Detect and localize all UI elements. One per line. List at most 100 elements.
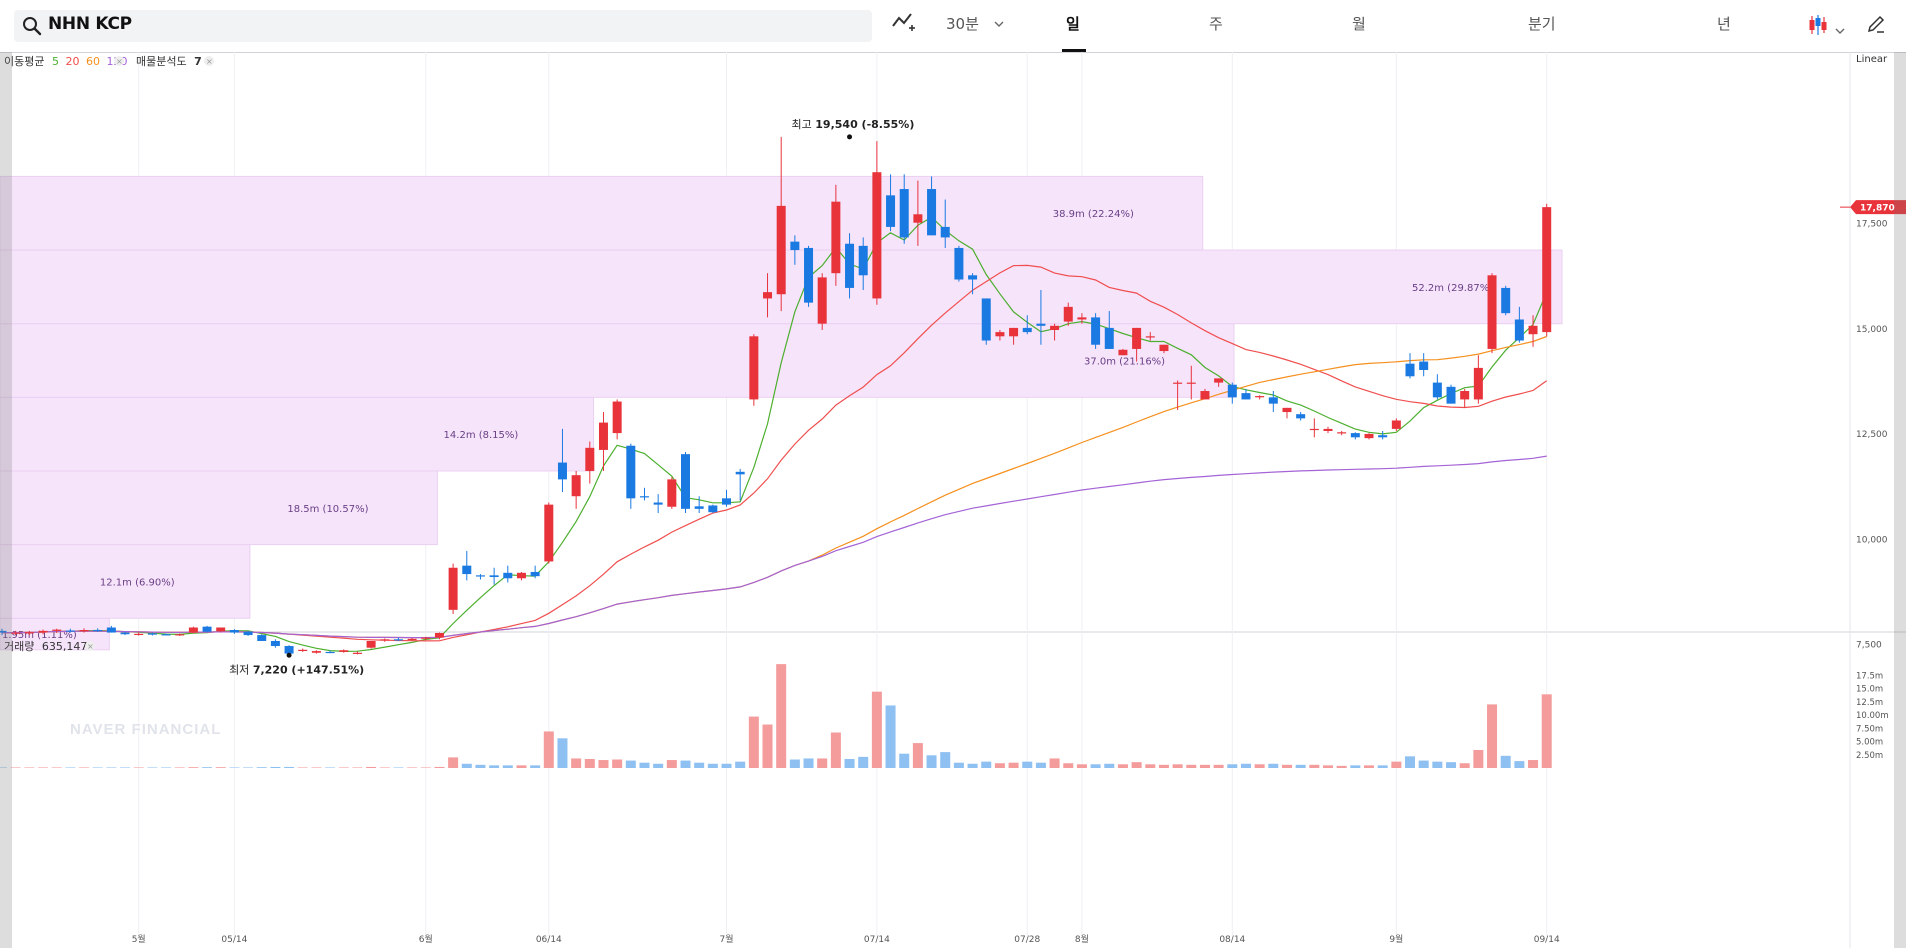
candle-body (93, 630, 103, 632)
candle-body (393, 639, 403, 641)
candle-body (106, 627, 116, 633)
x-tick-label: 06/14 (536, 935, 562, 945)
tab-quarter[interactable]: 분기 (1528, 15, 1556, 33)
volume-tick-label: 10.00m (1856, 711, 1889, 721)
volume-bar (776, 664, 787, 768)
volume-profile-bar (0, 323, 1235, 398)
candle-body (872, 172, 882, 299)
high-marker (847, 134, 853, 140)
volume-bar (1473, 749, 1484, 768)
volume-bar (885, 705, 896, 768)
low-annotation: 최저 7,220 (+147.51%) (229, 663, 364, 676)
volume-bar (1541, 694, 1552, 768)
candle-body (1514, 319, 1524, 341)
volume-bar (612, 759, 623, 768)
interval-dropdown[interactable]: 30분 (946, 13, 1004, 34)
candle-body (776, 205, 786, 295)
volume-bar (133, 767, 144, 768)
candle-body (667, 479, 677, 507)
candle-body (298, 649, 308, 652)
search-input[interactable]: NHN KCP (14, 10, 872, 42)
x-tick-label: 09/14 (1534, 935, 1560, 945)
volume-bar (1446, 762, 1457, 768)
volume-bar (1090, 764, 1101, 768)
candle-body (1022, 327, 1032, 333)
candle-body (1241, 393, 1251, 400)
candle-body (0, 630, 7, 633)
legend-moving-average[interactable]: 이동평균 5 20 60 120 × (4, 55, 127, 68)
volume-bar (994, 763, 1005, 768)
volume-bar (393, 767, 404, 768)
candlesticks (0, 136, 1552, 656)
volume-bar (407, 767, 418, 768)
volume-profile-label: 52.2m (29.87%) (1412, 283, 1493, 294)
volume-bar (92, 767, 103, 768)
ma5-line (2, 216, 1548, 653)
x-tick-label: 05/14 (221, 935, 247, 945)
candle-body (147, 633, 157, 635)
frame-edge-left (0, 52, 12, 948)
candle-body (817, 277, 827, 324)
candle-body (325, 651, 335, 654)
volume-tick-label: 2.50m (1856, 751, 1883, 761)
candle-body (1487, 275, 1497, 349)
volume-bar (653, 763, 664, 768)
volume-bar (1500, 755, 1511, 768)
candle-body (598, 422, 608, 450)
candle-body (1528, 325, 1538, 335)
volume-profile-label: 18.5m (10.57%) (287, 504, 368, 515)
volume-bar (817, 758, 828, 768)
volume-bar (0, 767, 7, 768)
search-icon (23, 17, 42, 36)
drawing-tool-icon[interactable] (890, 8, 916, 34)
candle-body (1118, 349, 1128, 356)
volume-bar (1418, 760, 1429, 768)
tab-year[interactable]: 년 (1717, 15, 1731, 33)
volume-bar (1008, 762, 1019, 768)
close-icon[interactable] (114, 56, 124, 66)
volume-bar (106, 767, 117, 768)
chart-area[interactable]: 1.95m (1.11%) 12.1m (6.90%) 18.5m (10.57%)… (0, 52, 1906, 948)
volume-profile-bar (0, 175, 1204, 251)
volume-bar (1076, 764, 1087, 768)
candle-body (722, 498, 732, 505)
candle-body (981, 298, 991, 341)
candle-body (790, 241, 800, 251)
volume-bar (598, 760, 609, 768)
volume-bar (1268, 763, 1279, 768)
tab-day[interactable]: 일 (1066, 15, 1080, 33)
candle-body (462, 565, 472, 575)
price-tick-label: 17,500 (1856, 220, 1888, 230)
volume-tick-label: 7.50m (1856, 724, 1883, 734)
ma60-value: 60 (86, 55, 100, 68)
candle-body (79, 630, 89, 632)
tab-month[interactable]: 월 (1352, 15, 1366, 33)
candle-body (1186, 382, 1196, 384)
legend-volume[interactable]: 거래량 635,147 × (4, 640, 95, 653)
volume-bar (940, 752, 951, 768)
close-icon[interactable] (204, 56, 214, 66)
volume-bar (571, 758, 582, 768)
volume-bar (38, 767, 49, 768)
volume-bar (844, 758, 855, 768)
low-marker (286, 652, 292, 658)
volume-bar (543, 731, 554, 768)
edit-pencil-icon[interactable] (1866, 14, 1886, 34)
volume-bar (120, 767, 131, 768)
volume-bar (1350, 765, 1361, 768)
chart-type-dropdown[interactable] (1808, 14, 1845, 40)
legend-volume-profile[interactable]: 매물분석도 7 × (136, 55, 214, 68)
moving-average-lines (2, 216, 1548, 653)
candle-body (1145, 336, 1155, 338)
candle-body (1173, 382, 1183, 384)
volume-profile: 1.95m (1.11%) 12.1m (6.90%) 18.5m (10.57%)… (0, 175, 1563, 651)
scale-toggle[interactable]: Linear (1856, 54, 1888, 65)
candle-body (1268, 397, 1278, 404)
candle-body (1063, 306, 1073, 322)
candle-body (954, 247, 964, 280)
search-query: NHN KCP (48, 14, 132, 34)
current-price-tag (1850, 200, 1906, 215)
volume-bar (366, 766, 377, 768)
close-icon[interactable] (85, 641, 95, 651)
tab-week[interactable]: 주 (1209, 15, 1223, 33)
